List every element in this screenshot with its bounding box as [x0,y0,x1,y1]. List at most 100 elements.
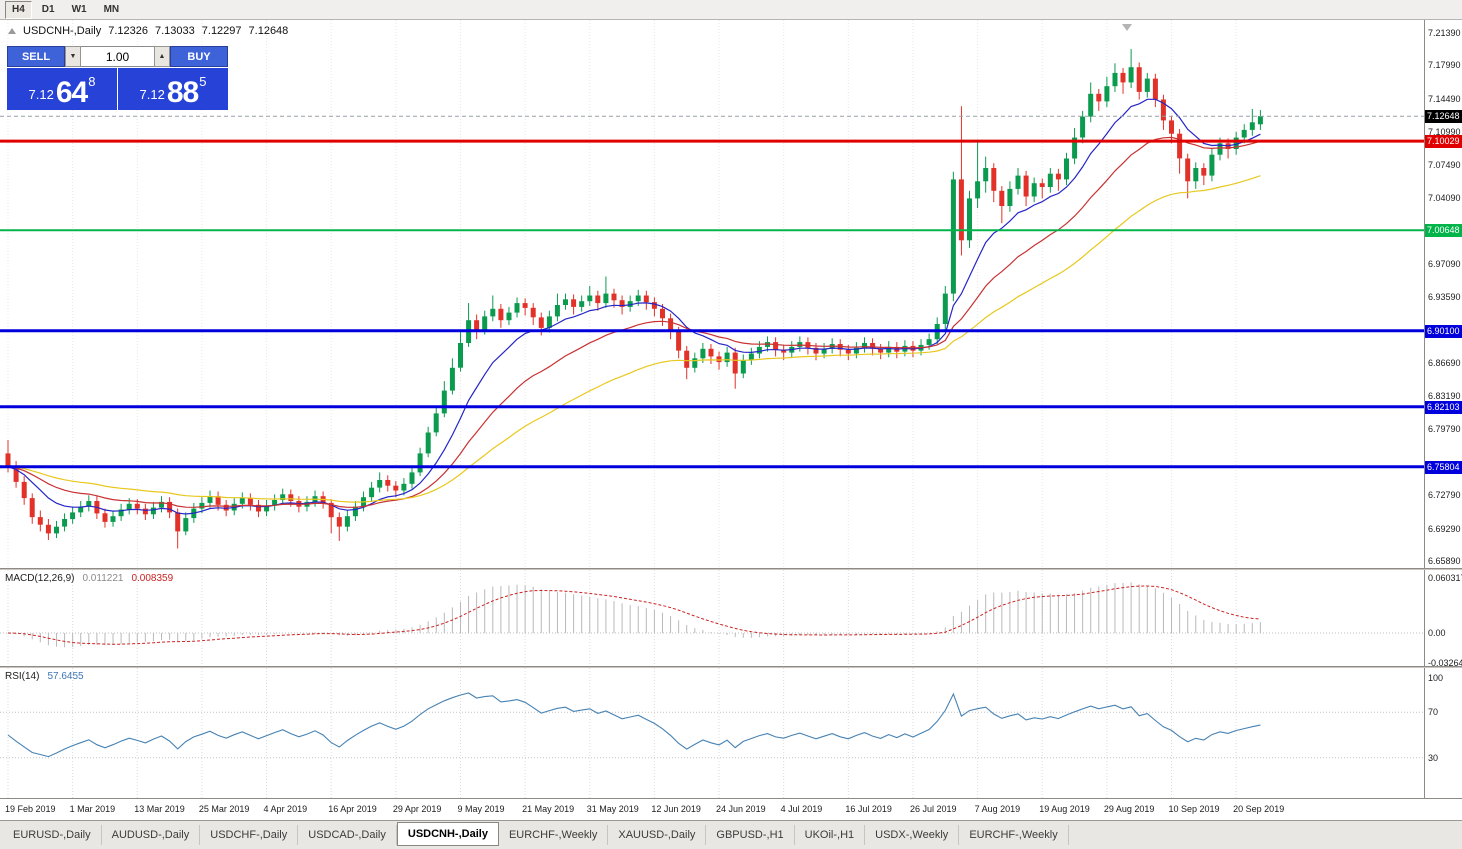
volume-down-button[interactable]: ▼ [65,46,81,67]
date-label: 10 Sep 2019 [1168,804,1220,814]
chart-tabs-bar: EURUSD-,Daily AUDUSD-,Daily USDCHF-,Daily U… [0,820,1462,849]
ohlc-header: USDCNH-,Daily 7.12326 7.13033 7.12297 7.… [8,25,288,37]
macd-main-value: 0.011221 [82,573,124,584]
price-tick: 6.93590 [1428,292,1461,303]
ohlc-high: 7.13033 [155,25,195,37]
date-label: 29 Aug 2019 [1103,804,1155,814]
ma-medium-line [7,136,1261,508]
rsi-scale-tick: 100 [1428,673,1444,683]
sell-button[interactable]: SELL [7,46,65,67]
rsi-panel[interactable]: RSI(14) 57.6455 [0,668,1462,798]
sell-price-head: 7.12 [28,87,54,102]
buy-price-pips: 88 [166,76,199,109]
date-label: 16 Jul 2019 [845,804,892,814]
hline-price-badge: 6.75804 [1425,460,1462,474]
date-label: 7 Aug 2019 [974,804,1021,814]
ohlc-open: 7.12326 [108,25,148,37]
hline-price-badge: 7.00648 [1425,224,1462,238]
time-axis[interactable]: 19 Feb 2019 1 Mar 2019 13 Mar 2019 25 Mar 2… [0,798,1462,820]
date-label: 20 Sep 2019 [1233,804,1285,814]
price-tick: 6.72790 [1428,490,1461,501]
main-chart-canvas[interactable] [0,20,1424,568]
price-tick: 6.83190 [1428,391,1461,402]
chart-tab-xauusd-daily[interactable]: XAUUSD-,Daily [608,825,707,845]
rsi-title: RSI(14) [5,671,40,682]
macd-scale-tick: 0.00 [1428,628,1446,638]
macd-signal-line [7,585,1261,645]
chart-tab-usdx-weekly[interactable]: USDX-,Weekly [865,825,960,845]
chart-tab-ukoil-h1[interactable]: UKOil-,H1 [795,825,866,845]
ohlc-low: 7.12297 [201,25,242,37]
timeframe-toolbar: H4 D1 W1 MN [0,0,1462,20]
candles-layer [5,49,1263,549]
chart-shift-marker[interactable] [1122,24,1132,31]
timeframe-button-h4[interactable]: H4 [5,0,32,19]
volume-input[interactable] [81,46,154,67]
date-label: 13 Mar 2019 [134,804,185,814]
price-axis[interactable]: 7.21390 7.17990 7.14490 7.10990 7.07490 7.040… [1424,20,1462,798]
macd-scale-tick: 0.060317 [1428,573,1462,584]
rsi-scale-tick: 30 [1428,752,1439,763]
price-tick: 7.17990 [1428,60,1461,71]
date-label: 9 May 2019 [457,804,505,814]
date-label: 19 Aug 2019 [1039,804,1090,814]
buy-price-head: 7.12 [139,87,165,102]
timeframe-button-w1[interactable]: W1 [71,4,87,15]
price-tick: 6.97090 [1428,259,1461,270]
ma-fast-line [7,98,1261,515]
sell-price-display[interactable]: 7.12 64 8 [7,68,117,110]
price-tick: 7.10990 [1428,126,1461,137]
date-label: 31 May 2019 [586,804,639,814]
price-tick: 6.86690 [1428,358,1461,369]
timeframe-button-mn[interactable]: MN [103,4,120,15]
macd-title: MACD(12,26,9) [5,573,75,584]
chart-tab-eurchf-weekly[interactable]: EURCHF-,Weekly [499,825,609,845]
rsi-value: 57.6455 [47,671,84,682]
price-tick: 7.04090 [1428,192,1461,203]
panel-splitter[interactable] [0,568,1462,570]
main-chart-panel[interactable]: USDCNH-,Daily 7.12326 7.13033 7.12297 7.… [0,20,1462,568]
price-tick: 6.69290 [1428,523,1461,534]
date-label: 16 Apr 2019 [328,804,377,814]
macd-panel[interactable]: MACD(12,26,9) 0.011221 0.008359 [0,570,1462,666]
ohlc-close: 7.12648 [248,25,289,37]
date-label: 12 Jun 2019 [651,804,701,814]
rsi-canvas[interactable] [0,668,1424,798]
panel-splitter[interactable] [0,666,1462,668]
date-label: 21 May 2019 [522,804,575,814]
chart-tab-usdcnh-daily[interactable]: USDCNH-,Daily [396,822,499,846]
chart-tab-eurchf-weekly[interactable]: EURCHF-,Weekly [959,825,1069,845]
chart-tab-usdchf-daily[interactable]: USDCHF-,Daily [200,825,299,845]
price-tick: 7.07490 [1428,160,1461,171]
one-click-trading-widget: SELL ▼ ▲ BUY 7.12 64 8 7.12 88 5 [7,46,228,110]
sell-price-pips: 64 [55,76,88,109]
chart-tab-gbpusd-h1[interactable]: GBPUSD-,H1 [706,825,795,845]
price-tick: 7.21390 [1428,28,1461,38]
date-label: 4 Jul 2019 [780,804,823,814]
date-label: 19 Feb 2019 [5,804,56,814]
macd-canvas[interactable] [0,570,1424,666]
chart-tab-usdcad-daily[interactable]: USDCAD-,Daily [298,825,397,845]
chart-tab-audusd-daily[interactable]: AUDUSD-,Daily [102,825,201,845]
buy-price-display[interactable]: 7.12 88 5 [118,68,228,110]
chart-tab-eurusd-daily[interactable]: EURUSD-,Daily [3,825,102,845]
rsi-label: RSI(14) 57.6455 [5,671,84,682]
buy-button[interactable]: BUY [170,46,228,67]
macd-scale-tick: -0.032648 [1428,657,1462,668]
macd-histogram [15,582,1261,648]
macd-signal-value: 0.008359 [131,573,174,584]
date-label: 4 Apr 2019 [263,804,308,814]
volume-up-button[interactable]: ▲ [154,46,170,67]
ma-slow-line [7,175,1261,503]
date-label: 25 Mar 2019 [198,804,250,814]
hline-price-badge: 6.90100 [1425,324,1462,338]
buy-price-point: 5 [199,74,207,89]
macd-label: MACD(12,26,9) 0.011221 0.008359 [5,573,173,584]
one-click-toggle-icon[interactable] [8,28,16,34]
hline-price-badge: 6.82103 [1425,400,1462,414]
timeframe-button-d1[interactable]: D1 [41,4,55,15]
price-tick: 6.79790 [1428,423,1461,434]
date-label: 29 Apr 2019 [392,804,442,814]
chart-symbol-period: USDCNH-,Daily [23,25,102,37]
